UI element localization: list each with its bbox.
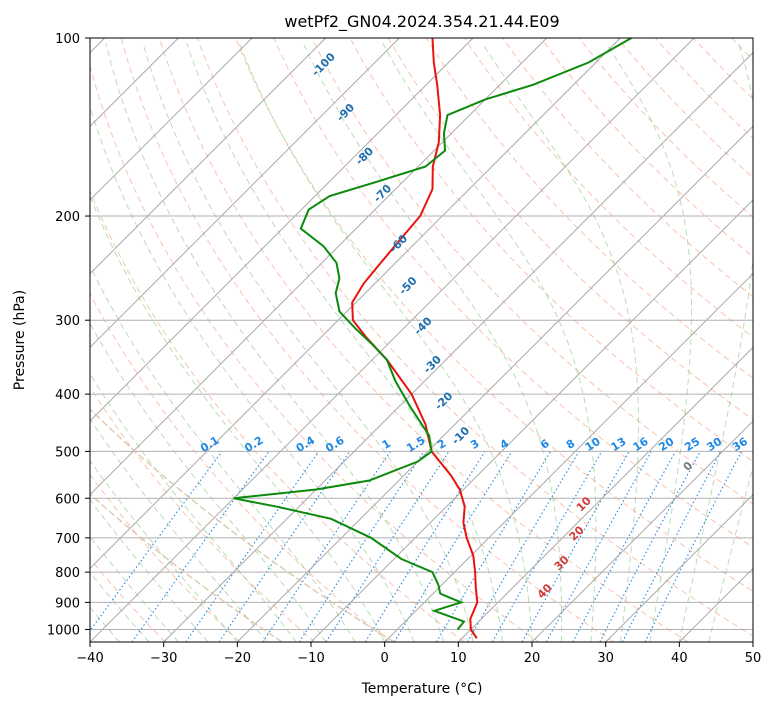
dry-adiabat — [654, 36, 775, 642]
isotherm-line — [532, 38, 775, 642]
moist-adiabat — [709, 43, 775, 642]
y-tick-label: 200 — [55, 210, 80, 225]
isotherm-line — [164, 38, 768, 642]
moist-adiabat-label: -50 — [396, 274, 419, 297]
mixing-ratio-label: 1 — [380, 437, 393, 452]
x-tick-label: −10 — [297, 651, 324, 666]
moist-adiabat-label: -20 — [432, 389, 455, 412]
moist-adiabat — [606, 43, 692, 642]
dry-adiabat — [464, 36, 775, 642]
dry-adiabat — [235, 36, 775, 642]
x-tick-label: −40 — [76, 651, 103, 666]
x-tick-label: 40 — [671, 651, 688, 666]
isotherm-line — [16, 38, 620, 642]
moist-adiabat — [74, 43, 414, 642]
moist-adiabat-label: -90 — [334, 101, 357, 124]
dry-adiabat — [616, 36, 775, 642]
moist-adiabat — [21, 43, 355, 642]
temperature-trace — [352, 38, 477, 638]
mixing-ratio-label: 3 — [468, 437, 481, 452]
dry-adiabat — [349, 36, 775, 642]
moist-adiabat — [0, 43, 267, 642]
moist-adiabat-label: -80 — [353, 144, 376, 167]
y-tick-label: 400 — [55, 388, 80, 403]
moist-adiabat-label: -70 — [371, 182, 394, 205]
y-tick-label: 900 — [55, 596, 80, 611]
isotherm-line — [0, 38, 252, 642]
chart-title: wetPf2_GN04.2024.354.21.44.E09 — [284, 12, 559, 32]
x-tick-label: −30 — [150, 651, 177, 666]
moist-adiabat — [0, 43, 237, 642]
x-tick-label: 0 — [381, 651, 389, 666]
dry-adiabat — [425, 36, 775, 642]
dry-adiabat — [502, 36, 775, 642]
mixing-ratio-line — [645, 451, 741, 642]
isotherm-line — [0, 38, 326, 642]
moist-adiabat-label: -100 — [309, 50, 338, 79]
moist-adiabat — [303, 43, 561, 642]
x-tick-label: 10 — [450, 651, 467, 666]
mixing-ratio-line — [546, 451, 651, 642]
x-tick-label: 20 — [524, 651, 541, 666]
mixing-ratio-line — [468, 451, 580, 642]
mixing-ratio-line — [522, 451, 629, 642]
y-axis-label: Pressure (hPa) — [12, 290, 28, 390]
dry-adiabat-label: 10 — [574, 494, 594, 514]
isotherm-line — [0, 38, 547, 642]
moist-adiabat-label: -30 — [421, 353, 444, 376]
dry-adiabat-label: 20 — [567, 523, 587, 543]
y-tick-label: 600 — [55, 492, 80, 507]
moist-adiabat — [46, 43, 385, 642]
dry-adiabat — [692, 36, 775, 642]
moist-adiabat — [0, 43, 208, 642]
moist-adiabat — [0, 43, 296, 642]
dry-adiabat — [7, 36, 390, 642]
dry-adiabat — [768, 36, 775, 642]
sounding-traces — [234, 38, 632, 638]
x-tick-label: 30 — [597, 651, 614, 666]
y-tick-label: 500 — [55, 445, 80, 460]
isotherm-line — [0, 38, 399, 642]
isotherm-line — [679, 38, 775, 642]
moist-adiabat — [0, 43, 326, 642]
moist-adiabat — [143, 43, 473, 642]
x-axis-label: Temperature (°C) — [361, 681, 483, 697]
dry-adiabat-highlight — [0, 40, 282, 643]
mixing-ratio-label: 6 — [538, 437, 552, 452]
y-tick-label: 1000 — [47, 623, 80, 638]
mixing-ratio-label: 2 — [435, 437, 448, 452]
mixing-ratio-line — [600, 451, 700, 642]
plot-frame — [90, 38, 753, 642]
mixing-ratio-line — [326, 451, 449, 642]
dry-adiabat-highlight — [0, 40, 394, 643]
dry-adiabat-label: 40 — [535, 581, 555, 601]
y-tick-label: 100 — [55, 32, 80, 47]
moist-adiabat — [482, 43, 638, 642]
mixing-ratio-line — [219, 451, 350, 642]
x-tick-label: 50 — [745, 651, 762, 666]
isotherm-line — [311, 38, 775, 642]
dry-adiabat — [159, 36, 688, 642]
moist-adiabat — [187, 43, 503, 642]
mixing-ratio-label: 8 — [564, 437, 577, 452]
dry-adiabat — [0, 36, 240, 642]
isotherm-line — [753, 38, 775, 642]
dry-adiabat-label: 30 — [552, 553, 572, 573]
mixing-ratio-line — [573, 451, 676, 642]
background-lines — [0, 36, 775, 642]
moist-adiabat-label: 0 — [681, 459, 696, 474]
y-tick-label: 800 — [55, 566, 80, 581]
y-tick-label: 700 — [55, 532, 80, 547]
y-tick-label: 300 — [55, 314, 80, 329]
x-tick-label: −20 — [224, 651, 251, 666]
dry-adiabat — [578, 36, 775, 642]
